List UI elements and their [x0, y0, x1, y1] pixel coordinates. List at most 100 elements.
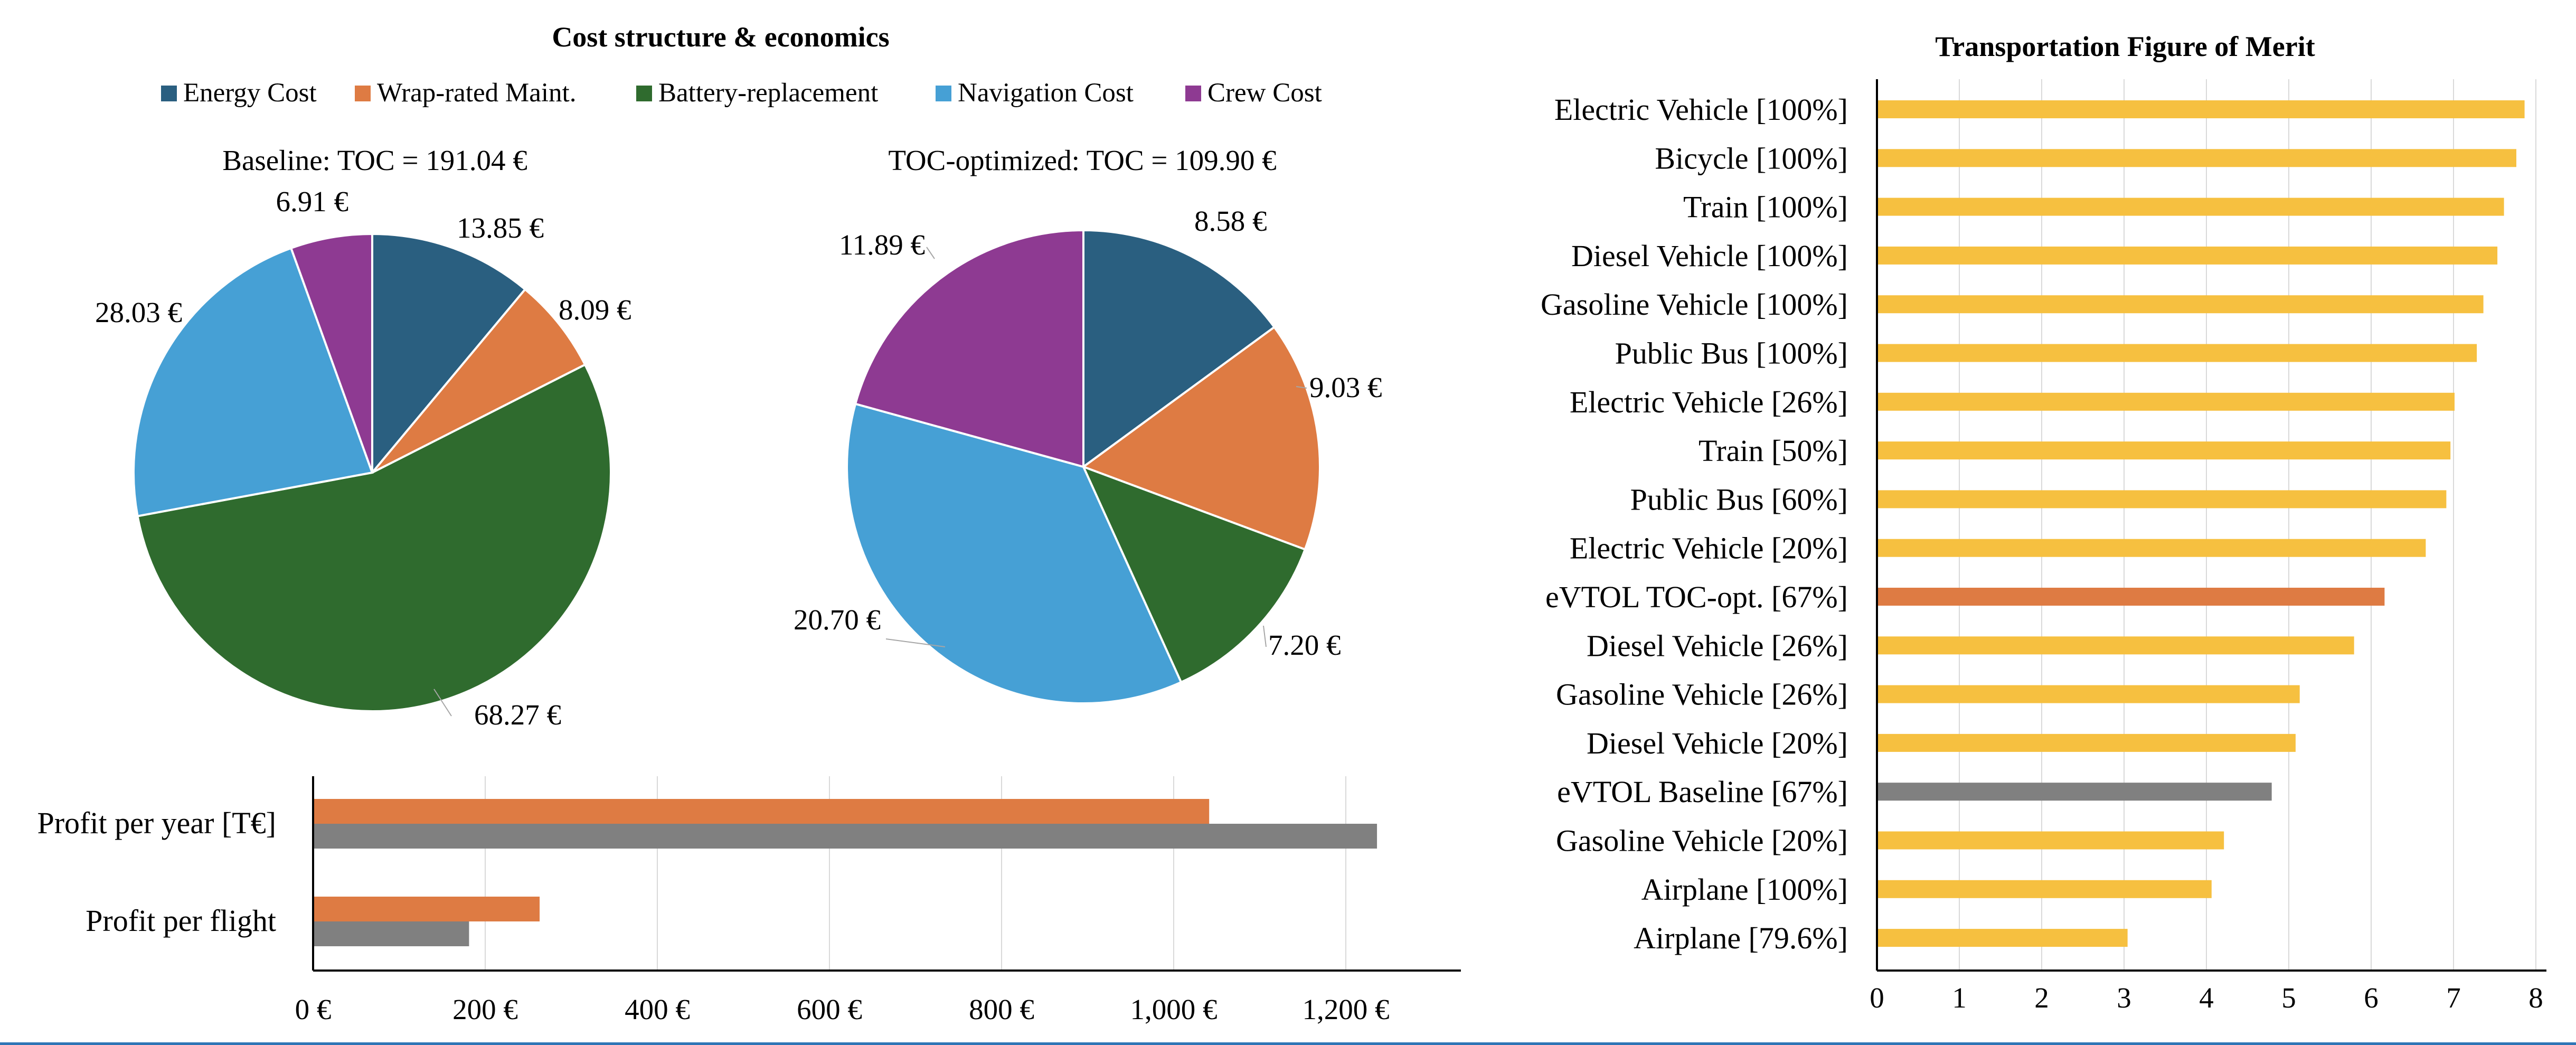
pie-data-label-crew-cost: 11.89 € [839, 229, 925, 261]
pie-slice-battery-replacement [1081, 465, 1307, 684]
fom-bar-electric-vehicle-20 [1878, 539, 2426, 557]
fom-x-tick-label: 6 [2364, 982, 2379, 1014]
profit-x-tick-label: 600 € [797, 993, 862, 1025]
fom-bar-electric-vehicle-100 [1878, 100, 2525, 118]
legend-label-battery-replacement: Battery-replacement [658, 78, 878, 108]
fom-bar-bicycle-100 [1878, 149, 2516, 167]
fom-x-tick-label: 5 [2281, 982, 2296, 1014]
pie-optimized-subtitle: TOC-optimized: TOC = 109.90 € [888, 144, 1276, 176]
fom-bar-diesel-vehicle-100 [1878, 246, 2498, 265]
pie-slice-battery-replacement [136, 363, 612, 712]
profit-x-tick-label: 0 € [295, 993, 332, 1025]
bottom-divider [0, 1042, 2576, 1045]
fom-x-tick-label: 2 [2034, 982, 2049, 1014]
fom-bar-public-bus-60 [1878, 490, 2447, 509]
pie-slice-wrap-rated-maint [1081, 325, 1321, 551]
pie-slice-crew-cost [289, 232, 373, 473]
leader-line [1263, 625, 1267, 647]
leader-line [926, 247, 935, 259]
fom-bar-public-bus-100 [1878, 344, 2477, 362]
fom-category-label-evtol-baseline-67: eVTOL Baseline [67%] [1557, 775, 1848, 809]
fom-category-label-train-50: Train [50%] [1699, 434, 1848, 468]
fom-category-label-gasoline-vehicle-20: Gasoline Vehicle [20%] [1556, 824, 1848, 858]
profit-category-label-profit-per-year-t: Profit per year [T€] [37, 806, 276, 840]
fom-category-label-airplane-100: Airplane [100%] [1641, 872, 1848, 907]
fom-category-label-diesel-vehicle-100: Diesel Vehicle [100%] [1571, 239, 1848, 273]
leader-line [433, 689, 452, 717]
profit-bar-profit-per-year-t-0 [314, 799, 1210, 824]
pie-data-label-wrap-rated-maint: 9.03 € [1309, 371, 1382, 403]
fom-category-label-electric-vehicle-20: Electric Vehicle [20%] [1570, 531, 1848, 566]
legend-swatch-battery-replacement [636, 86, 652, 101]
fom-bar-train-100 [1878, 197, 2504, 216]
legend-swatch-wrap-rated-maint [355, 86, 371, 101]
pie-data-label-battery-replacement: 7.20 € [1268, 629, 1341, 661]
pie-data-label-battery-replacement: 68.27 € [474, 699, 561, 731]
legend-label-crew-cost: Crew Cost [1207, 78, 1322, 108]
fom-bar-chart: 0 1 2 3 4 5 6 7 8 Electric Vehicle [100%] Bicycle … [1541, 79, 2546, 1014]
pie-baseline: 13.85 € 8.09 € 68.27 € 28.03 € 6.91 € [95, 185, 631, 731]
fom-category-label-train-100: Train [100%] [1683, 190, 1848, 224]
pie-optimized: 8.58 € 9.03 € 7.20 € 20.70 € 11.89 € [794, 205, 1382, 705]
cost-chart-title: Cost structure & economics [552, 21, 889, 53]
pie-data-label-energy-cost: 8.58 € [1194, 205, 1267, 237]
pie-slice-wrap-rated-maint [371, 288, 587, 474]
legend-label-energy-cost: Energy Cost [183, 78, 317, 108]
pie-data-label-navigation-cost: 28.03 € [95, 296, 182, 328]
pie-baseline-subtitle: Baseline: TOC = 191.04 € [222, 144, 527, 176]
fom-chart-title: Transportation Figure of Merit [1935, 31, 2315, 62]
pie-data-label-crew-cost: 6.91 € [276, 185, 349, 218]
fom-bar-evtol-toc-opt-67 [1878, 588, 2385, 606]
fom-bar-diesel-vehicle-26 [1878, 636, 2354, 655]
profit-x-tick-label: 800 € [969, 993, 1034, 1025]
fom-category-label-airplane-79-6: Airplane [79.6%] [1634, 921, 1848, 955]
fom-bar-gasoline-vehicle-20 [1878, 831, 2224, 850]
fom-x-tick-label: 4 [2199, 982, 2214, 1014]
pie-data-label-wrap-rated-maint: 8.09 € [559, 294, 631, 326]
profit-x-tick-label: 200 € [452, 993, 518, 1025]
pie-slice-navigation-cost [133, 247, 374, 517]
profit-category-label-profit-per-flight: Profit per flight [86, 903, 276, 938]
fom-category-label-public-bus-100: Public Bus [100%] [1615, 336, 1848, 371]
fom-category-label-gasoline-vehicle-26: Gasoline Vehicle [26%] [1556, 677, 1848, 712]
leader-line [885, 638, 946, 647]
pie-data-label-energy-cost: 13.85 € [457, 212, 544, 244]
fom-x-tick-label: 0 [1870, 982, 1884, 1014]
pie-slice-crew-cost [854, 229, 1084, 468]
fom-category-label-evtol-toc-opt-67: eVTOL TOC-opt. [67%] [1545, 580, 1848, 614]
fom-bar-airplane-100 [1878, 880, 2212, 898]
fom-bar-gasoline-vehicle-100 [1878, 295, 2484, 314]
profit-bar-profit-per-flight-1 [314, 921, 469, 946]
fom-bar-evtol-baseline-67 [1878, 783, 2272, 801]
fom-bar-train-50 [1878, 441, 2451, 460]
fom-bar-gasoline-vehicle-26 [1878, 685, 2300, 703]
fom-bar-electric-vehicle-26 [1878, 392, 2455, 411]
fom-category-label-electric-vehicle-26: Electric Vehicle [26%] [1570, 385, 1848, 419]
fom-category-label-bicycle-100: Bicycle [100%] [1655, 141, 1848, 175]
leader-line [1296, 386, 1307, 389]
fom-category-label-diesel-vehicle-20: Diesel Vehicle [20%] [1587, 726, 1848, 760]
fom-x-tick-label: 1 [1952, 982, 1967, 1014]
pie-slice-navigation-cost [845, 402, 1183, 705]
cost-legend: Energy Cost Wrap-rated Maint. Battery-repl… [161, 78, 1322, 108]
pie-data-label-navigation-cost: 20.70 € [794, 604, 881, 636]
fom-bar-diesel-vehicle-20 [1878, 733, 2296, 752]
profit-bar-profit-per-flight-0 [314, 897, 540, 921]
legend-label-navigation-cost: Navigation Cost [958, 78, 1134, 108]
fom-x-tick-label: 8 [2528, 982, 2543, 1014]
legend-swatch-energy-cost [161, 86, 177, 101]
legend-swatch-navigation-cost [936, 86, 951, 101]
pie-slice-energy-cost [371, 232, 527, 476]
profit-bar-chart: 0 € 200 € 400 € 600 € 800 € 1,000 € 1,200 € Pro… [37, 776, 1461, 1025]
fom-bar-airplane-79-6 [1878, 929, 2128, 947]
profit-x-tick-label: 400 € [625, 993, 690, 1025]
profit-bar-profit-per-year-t-1 [314, 824, 1377, 849]
legend-swatch-crew-cost [1185, 86, 1201, 101]
fom-x-tick-label: 7 [2446, 982, 2461, 1014]
profit-x-tick-label: 1,200 € [1303, 993, 1390, 1025]
pie-slice-energy-cost [1082, 229, 1276, 469]
legend-label-wrap-rated-maint: Wrap-rated Maint. [377, 78, 576, 108]
fom-x-tick-label: 3 [2117, 982, 2131, 1014]
fom-category-label-electric-vehicle-100: Electric Vehicle [100%] [1554, 92, 1848, 127]
